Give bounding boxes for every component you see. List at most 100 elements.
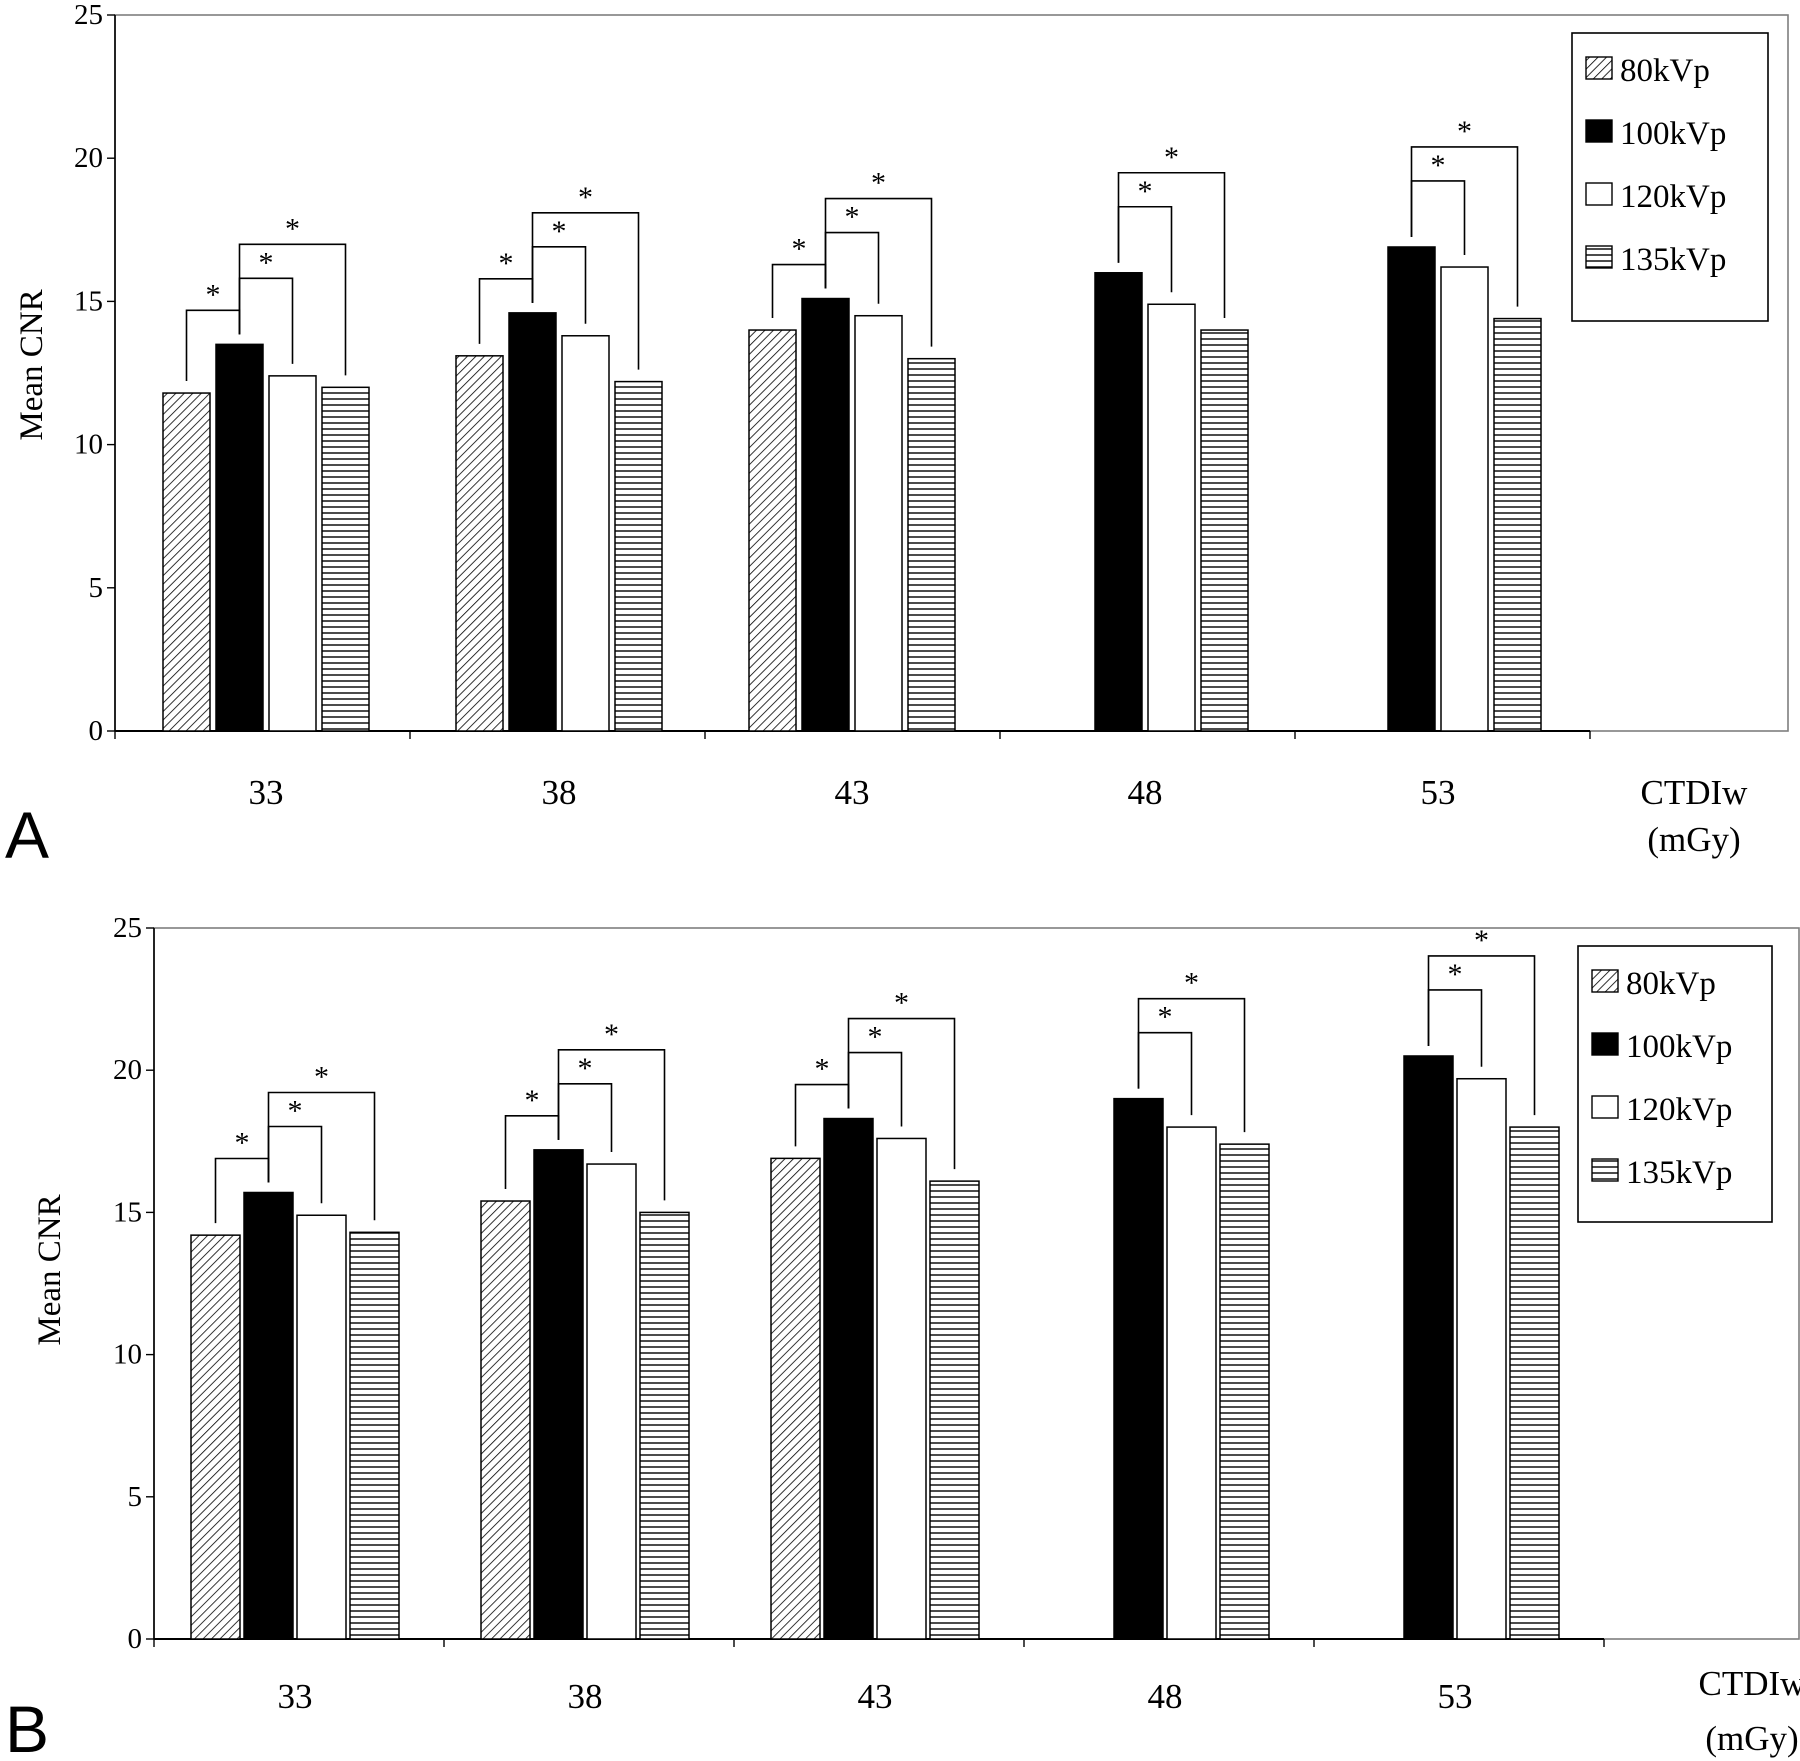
- legend-label-120kvp: 120kVp: [1626, 1092, 1732, 1128]
- y-axis-title: Mean CNR: [14, 289, 50, 440]
- significance-bracket: [267, 1091, 376, 1221]
- legend-label-80kvp: 80kVp: [1620, 53, 1710, 89]
- bar-120kvp-53: [1440, 266, 1489, 732]
- significance-bracket: [238, 243, 347, 376]
- bar-120kvp-33: [296, 1214, 347, 1640]
- significance-bracket: [1117, 171, 1226, 319]
- significance-star: *: [578, 181, 593, 214]
- x-tick-label: 48: [1148, 1677, 1183, 1716]
- bar-120kvp-48: [1166, 1126, 1217, 1640]
- significance-star: *: [1164, 141, 1179, 174]
- x-tick-label: 33: [278, 1677, 313, 1716]
- y-tick-label: 10: [74, 429, 103, 461]
- bar-100kvp-33: [215, 343, 264, 732]
- legend-swatch-120kvp: [1585, 182, 1613, 206]
- x-tick-label: 48: [1128, 773, 1163, 812]
- x-tick-label: 38: [568, 1677, 603, 1716]
- significance-star: *: [525, 1084, 540, 1117]
- legend-swatch-120kvp: [1591, 1095, 1619, 1119]
- bar-120kvp-53: [1456, 1077, 1507, 1640]
- significance-bracket: [824, 231, 880, 304]
- significance-bracket: [1427, 955, 1536, 1116]
- significance-bracket: [557, 1049, 666, 1201]
- significance-star: *: [792, 233, 807, 266]
- bar-100kvp-43: [801, 297, 850, 732]
- x-tick-label: 53: [1421, 773, 1456, 812]
- y-tick-label: 5: [128, 1481, 143, 1513]
- bar-80kvp-33: [162, 392, 211, 732]
- chart-panel-a: 0 5 10 15 20 25 Mean CNR 33 * * * 38 * * * 43 * * * 48 * * 53 *…: [5, 0, 1789, 872]
- significance-star: *: [499, 247, 514, 280]
- x-axis-title-line1: CTDIw: [1641, 773, 1749, 812]
- y-tick-label: 15: [113, 1196, 142, 1228]
- chart-panel-b: 0 5 10 15 20 25 Mean CNR 33 * * * 38 * * * 43 * * * 48 * * 53 *…: [5, 912, 1800, 1761]
- significance-star: *: [206, 278, 221, 311]
- legend-swatch-80kvp: [1585, 56, 1613, 80]
- bar-100kvp-53: [1387, 246, 1436, 732]
- x-axis-title-line2: (mGy): [1705, 1719, 1798, 1758]
- bar-120kvp-43: [876, 1137, 927, 1640]
- bar-100kvp-48: [1113, 1097, 1164, 1640]
- bar-80kvp-33: [190, 1234, 241, 1640]
- bar-135kvp-53: [1493, 317, 1542, 732]
- significance-bracket: [1137, 997, 1246, 1133]
- significance-star: *: [314, 1060, 329, 1093]
- bar-135kvp-38: [639, 1211, 690, 1640]
- bar-135kvp-43: [907, 357, 956, 732]
- significance-star: *: [259, 246, 274, 279]
- bar-120kvp-38: [586, 1163, 637, 1640]
- legend: 80kVp 100kVp 120kVp 135kVp: [1577, 945, 1773, 1223]
- significance-bracket: [267, 1125, 323, 1204]
- y-tick-label: 10: [113, 1339, 142, 1371]
- bar-135kvp-53: [1509, 1126, 1560, 1640]
- significance-star: *: [604, 1018, 619, 1051]
- significance-bracket: [557, 1083, 613, 1153]
- significance-star: *: [1431, 149, 1446, 182]
- significance-bracket: [847, 1017, 956, 1170]
- bar-120kvp-38: [561, 335, 610, 732]
- bar-120kvp-33: [268, 375, 317, 732]
- bar-120kvp-43: [854, 314, 903, 732]
- significance-bracket: [1410, 180, 1466, 256]
- legend-swatch-135kvp: [1591, 1158, 1619, 1182]
- y-tick-label: 20: [74, 142, 103, 174]
- legend-label-120kvp: 120kVp: [1620, 179, 1726, 215]
- panel-label: A: [5, 798, 49, 872]
- significance-star: *: [1138, 175, 1153, 208]
- bar-100kvp-33: [243, 1191, 294, 1640]
- bar-135kvp-33: [321, 386, 370, 732]
- y-axis-title: Mean CNR: [32, 1194, 68, 1345]
- legend: 80kVp 100kVp 120kVp 135kVp: [1571, 32, 1769, 322]
- bar-100kvp-48: [1094, 272, 1143, 732]
- y-tick-label: 25: [113, 912, 142, 944]
- significance-bracket: [531, 212, 640, 370]
- x-tick-label: 38: [542, 773, 577, 812]
- y-tick-label: 15: [74, 285, 103, 317]
- y-tick-label: 25: [74, 0, 103, 31]
- legend-label-135kvp: 135kVp: [1620, 242, 1726, 278]
- bar-135kvp-48: [1200, 329, 1249, 732]
- significance-bracket: [1410, 146, 1519, 307]
- significance-star: *: [578, 1052, 593, 1085]
- legend-label-135kvp: 135kVp: [1626, 1155, 1732, 1191]
- significance-star: *: [1448, 958, 1463, 991]
- y-tick-label: 0: [89, 715, 104, 747]
- bar-80kvp-43: [748, 329, 797, 732]
- bar-100kvp-38: [533, 1149, 584, 1640]
- legend-label-100kvp: 100kVp: [1626, 1029, 1732, 1065]
- bar-100kvp-53: [1403, 1055, 1454, 1640]
- significance-star: *: [1184, 967, 1199, 1000]
- bar-80kvp-38: [480, 1200, 531, 1640]
- y-tick-label: 20: [113, 1054, 142, 1086]
- significance-star: *: [868, 1021, 883, 1054]
- significance-star: *: [288, 1094, 303, 1127]
- significance-bracket: [1427, 989, 1483, 1067]
- bar-80kvp-43: [770, 1157, 821, 1640]
- bar-135kvp-43: [929, 1180, 980, 1640]
- y-tick-label: 5: [89, 572, 104, 604]
- legend-swatch-135kvp: [1585, 245, 1613, 269]
- significance-star: *: [552, 215, 567, 248]
- significance-star: *: [894, 987, 909, 1020]
- legend-label-80kvp: 80kVp: [1626, 966, 1716, 1002]
